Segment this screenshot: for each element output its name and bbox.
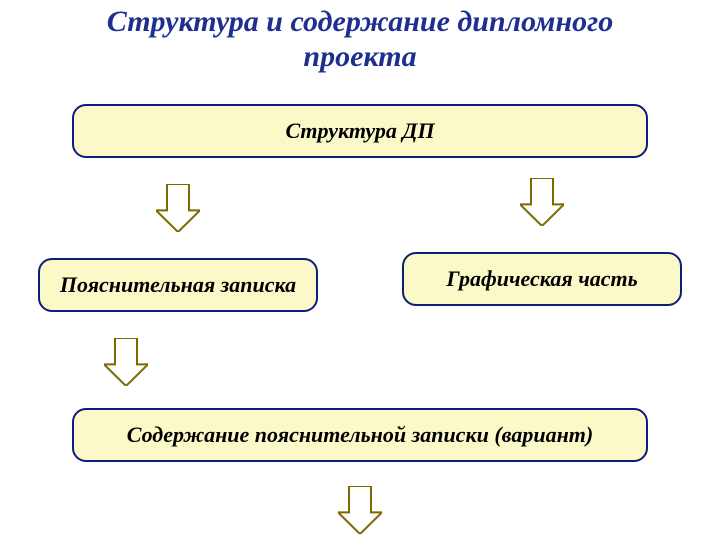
box-contents-label: Содержание пояснительной записки (вариан…	[127, 422, 593, 448]
arrow-down-icon	[520, 178, 564, 226]
box-graphic-part-label: Графическая часть	[446, 266, 637, 292]
box-explanatory-note-label: Пояснительная записка	[60, 272, 296, 298]
box-structure: Структура ДП	[72, 104, 648, 158]
arrow-down-icon	[338, 486, 382, 534]
box-contents: Содержание пояснительной записки (вариан…	[72, 408, 648, 462]
box-graphic-part: Графическая часть	[402, 252, 682, 306]
box-explanatory-note: Пояснительная записка	[38, 258, 318, 312]
page-title: Структура и содержание дипломного проект…	[0, 5, 720, 74]
title-line-1: Структура и содержание дипломного	[107, 5, 613, 38]
arrow-down-icon	[156, 184, 200, 232]
title-line-2: проекта	[303, 40, 416, 73]
arrow-down-icon	[104, 338, 148, 386]
box-structure-label: Структура ДП	[285, 118, 434, 144]
